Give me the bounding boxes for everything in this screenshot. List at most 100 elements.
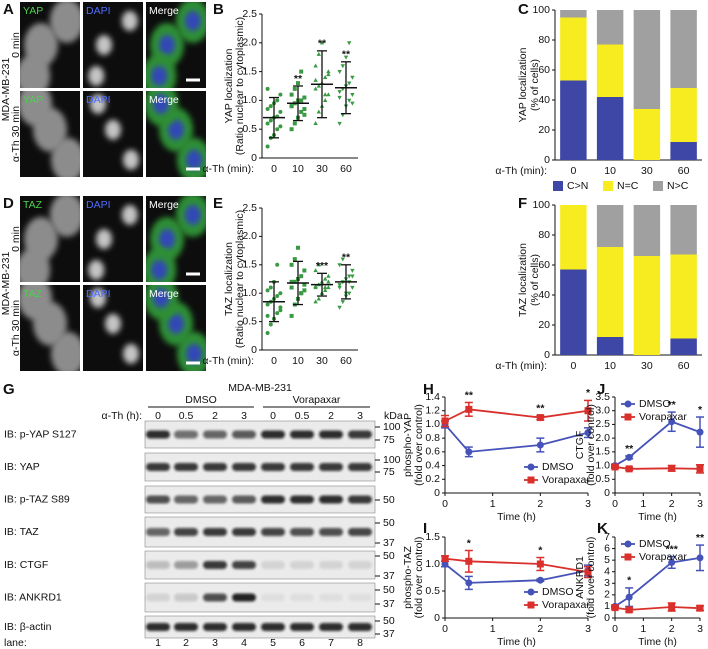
mw-marker: 50 — [383, 584, 395, 596]
band — [348, 430, 372, 439]
nucleus — [151, 65, 168, 86]
marker — [275, 311, 280, 316]
cell-line-label: MDA-MB-231 — [0, 58, 12, 122]
y-tick-label: 6 — [604, 542, 610, 554]
y-tick-label: 1.5 — [425, 531, 440, 543]
cells — [20, 2, 80, 88]
marker — [302, 288, 307, 293]
y-tick-label: 100 — [532, 199, 550, 211]
significance: ** — [465, 389, 474, 401]
nucleus — [88, 259, 105, 280]
marker — [299, 291, 304, 296]
x-tick-label: 3 — [697, 623, 703, 635]
nucleus — [186, 343, 202, 364]
marker — [350, 285, 355, 290]
series-line — [444, 557, 589, 573]
significance: ** — [318, 38, 327, 50]
bar-segment — [596, 247, 624, 337]
bar-segment — [670, 338, 697, 355]
significance: * — [586, 387, 591, 399]
legend-label: DMSO — [542, 461, 574, 473]
marker — [275, 127, 280, 132]
band — [290, 430, 314, 439]
series-line — [614, 606, 701, 611]
legend-label: DMSO — [639, 538, 671, 550]
channel-label: TAZ — [23, 288, 43, 300]
panel-letter: J — [597, 381, 605, 398]
panel-letter: G — [3, 381, 15, 398]
band — [146, 463, 170, 471]
lane-number: 1 — [155, 637, 161, 649]
marker — [268, 285, 273, 290]
lane-number: 6 — [299, 637, 305, 649]
marker — [289, 262, 294, 267]
band — [319, 495, 343, 504]
significance: *** — [666, 543, 679, 555]
band — [174, 463, 198, 471]
marker — [326, 92, 331, 97]
mw-marker: 100 — [383, 421, 401, 433]
marker — [289, 285, 294, 290]
y-tick-label: 7 — [604, 531, 610, 543]
band — [203, 430, 227, 439]
x-axis-label: Time (h) — [497, 636, 536, 648]
legend-swatch — [653, 181, 663, 191]
significance: ** — [342, 49, 351, 61]
marker — [340, 300, 345, 305]
marker — [313, 285, 318, 290]
y-axis-label: (Ratio nuclear to cytoplasmic) — [234, 17, 246, 155]
significance: ** — [294, 73, 303, 85]
marker — [343, 55, 349, 60]
marker — [278, 109, 283, 114]
band — [174, 495, 198, 504]
marker — [268, 322, 273, 327]
band — [290, 561, 314, 569]
lane-time: 0.5 — [295, 410, 310, 422]
marker — [323, 92, 328, 97]
marker — [584, 429, 592, 437]
significance: * — [698, 404, 703, 416]
marker — [465, 448, 473, 456]
channel-label: Merge — [149, 199, 179, 211]
marker — [265, 288, 270, 293]
marker — [326, 72, 331, 77]
y-tick-label: 0.5 — [595, 473, 610, 485]
band — [319, 623, 343, 631]
marker — [323, 287, 328, 292]
marker — [696, 554, 704, 562]
marker — [624, 553, 632, 561]
nucleus — [105, 119, 121, 140]
y-tick-label: 2.5 — [595, 418, 610, 430]
y-tick-label: 0.5 — [425, 585, 440, 597]
band — [290, 495, 314, 504]
y-tick-label: 2.0 — [595, 432, 610, 444]
y-tick-label: 1.0 — [425, 418, 440, 430]
marker — [265, 121, 270, 126]
x-tick-label: 0 — [271, 163, 277, 175]
cells — [88, 204, 138, 280]
cells — [146, 196, 206, 282]
marker — [347, 41, 352, 46]
lane-number: 5 — [270, 637, 276, 649]
y-tick-label: 100 — [532, 4, 550, 16]
y-axis-label: (% of cells) — [529, 59, 541, 111]
band — [203, 495, 227, 504]
y-axis-label: TAZ localization — [223, 242, 235, 316]
sd-bar — [317, 50, 327, 119]
lane-number: 2 — [183, 637, 189, 649]
x-tick-label: 3 — [697, 498, 703, 510]
marker — [289, 127, 294, 132]
x-tick-label: 3 — [585, 498, 591, 510]
panel-letter: I — [423, 520, 427, 537]
bar-segment — [560, 10, 587, 18]
marker — [316, 109, 321, 114]
marker — [536, 576, 544, 584]
y-axis-label: CTGF — [574, 431, 586, 460]
sd-bar — [341, 264, 351, 300]
blot-strip — [144, 615, 376, 639]
y-tick-label: 0 — [544, 349, 550, 361]
marker — [624, 400, 632, 408]
y-tick-label: 0 — [544, 154, 550, 166]
x-axis-label: α-Th (min): — [202, 355, 254, 367]
marker — [278, 308, 283, 313]
